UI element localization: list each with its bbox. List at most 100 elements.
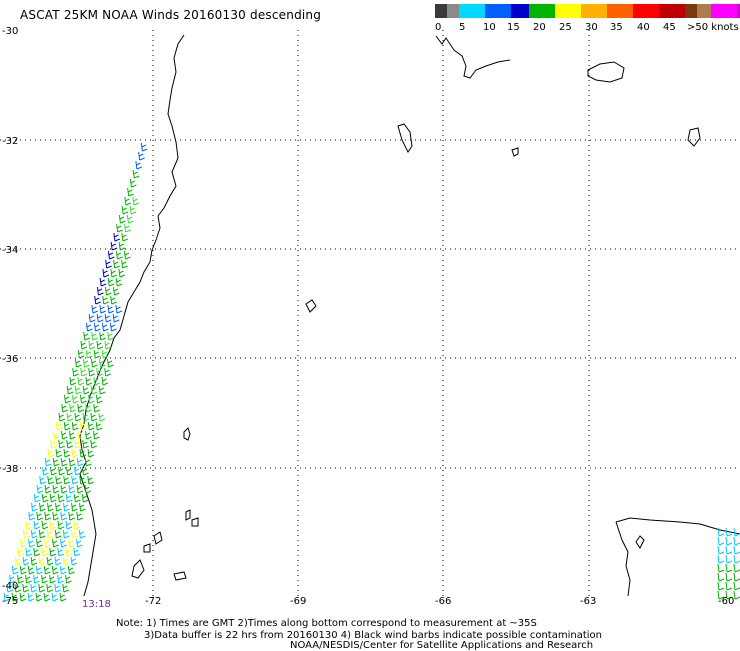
wind-barb (25, 547, 33, 557)
legend-label: 0 (435, 22, 442, 33)
wind-barb (44, 538, 51, 548)
wind-barb (31, 502, 38, 512)
wind-barb (50, 439, 57, 449)
wind-barb (135, 160, 143, 170)
wind-barb (96, 286, 104, 296)
wind-barb (44, 484, 52, 494)
wind-barb (68, 511, 76, 521)
wind-barb (85, 430, 92, 440)
wind-barb (71, 448, 79, 458)
wind-barb (733, 563, 740, 573)
wind-barb (132, 169, 140, 179)
wind-barb (83, 331, 90, 341)
wind-barb (54, 583, 62, 593)
wind-barb (112, 313, 120, 323)
wind-barb (14, 556, 22, 566)
legend-swatch (459, 4, 485, 18)
wind-barb (733, 572, 740, 582)
wind-barb (51, 592, 59, 602)
wind-barb (62, 556, 70, 566)
wind-barb (57, 547, 65, 557)
wind-barb (69, 403, 76, 413)
wind-barb (74, 385, 82, 395)
wind-barb (60, 511, 68, 521)
wind-barb (49, 520, 57, 530)
wind-barb (107, 304, 115, 314)
wind-barb (725, 527, 733, 537)
wind-barb (121, 205, 129, 215)
wind-barb (54, 529, 62, 539)
wind-barb (101, 322, 109, 332)
graticule (0, 30, 740, 596)
legend-label: >50 knots (687, 22, 739, 33)
landmass (687, 127, 701, 147)
island (143, 543, 151, 553)
wind-barb (101, 376, 109, 386)
legend-label: 25 (559, 22, 572, 33)
wind-barb (46, 529, 54, 539)
wind-barb (49, 493, 57, 503)
wind-barb (129, 178, 137, 188)
wind-barb (80, 367, 87, 377)
wind-barb (62, 583, 70, 593)
wind-barb (96, 313, 104, 323)
wind-barb (22, 556, 30, 566)
wind-barb (66, 439, 73, 449)
wind-barb (41, 520, 49, 530)
legend-swatch (435, 4, 447, 18)
wind-barb (138, 151, 145, 161)
wind-barb (6, 583, 14, 593)
legend-label: 40 (637, 22, 650, 33)
wind-barb (74, 358, 82, 368)
wind-barb (39, 475, 46, 485)
wind-barb (25, 574, 32, 584)
wind-barb (725, 581, 733, 591)
wind-barb (79, 421, 87, 431)
wind-barb (30, 529, 38, 539)
wind-barb (22, 529, 30, 539)
wind-barb (725, 545, 733, 555)
wind-barb (58, 412, 66, 422)
wind-barb (77, 349, 85, 359)
island (131, 559, 145, 579)
wind-barb (70, 556, 78, 566)
wind-barb (67, 565, 75, 575)
wind-barb (87, 475, 94, 485)
wind-barb (52, 511, 60, 521)
wind-barb (127, 187, 134, 197)
wind-barb (66, 466, 73, 476)
wind-barb (9, 574, 16, 584)
legend-swatch (633, 4, 659, 18)
island (153, 531, 163, 545)
wind-barb (91, 304, 99, 314)
wind-barb (59, 565, 67, 575)
wind-barb (19, 592, 27, 602)
legend-swatch (485, 4, 511, 18)
wind-barb (36, 538, 43, 548)
wind-barb (20, 538, 27, 548)
wind-barb (121, 259, 128, 269)
wind-barb (85, 376, 93, 386)
wind-barb (113, 259, 120, 269)
wind-barb (41, 547, 49, 557)
wind-barb (121, 232, 129, 242)
wind-barb (126, 214, 134, 224)
wind-barb (47, 502, 54, 512)
wind-barb (82, 385, 90, 395)
wind-barb (99, 277, 107, 287)
wind-barb (66, 412, 74, 422)
wind-barb (62, 529, 70, 539)
wind-barb (55, 502, 62, 512)
wind-barb (30, 583, 38, 593)
wind-barb (93, 403, 100, 413)
wind-barb (717, 545, 725, 555)
wind-barb (717, 581, 725, 591)
wind-barb (65, 493, 73, 503)
wind-barb (88, 313, 96, 323)
lon-label: -60 (718, 596, 734, 607)
legend-swatch (697, 4, 711, 18)
wind-barb (98, 358, 106, 368)
wind-barb (58, 466, 65, 476)
wind-barb (57, 574, 64, 584)
wind-barb (91, 331, 98, 341)
